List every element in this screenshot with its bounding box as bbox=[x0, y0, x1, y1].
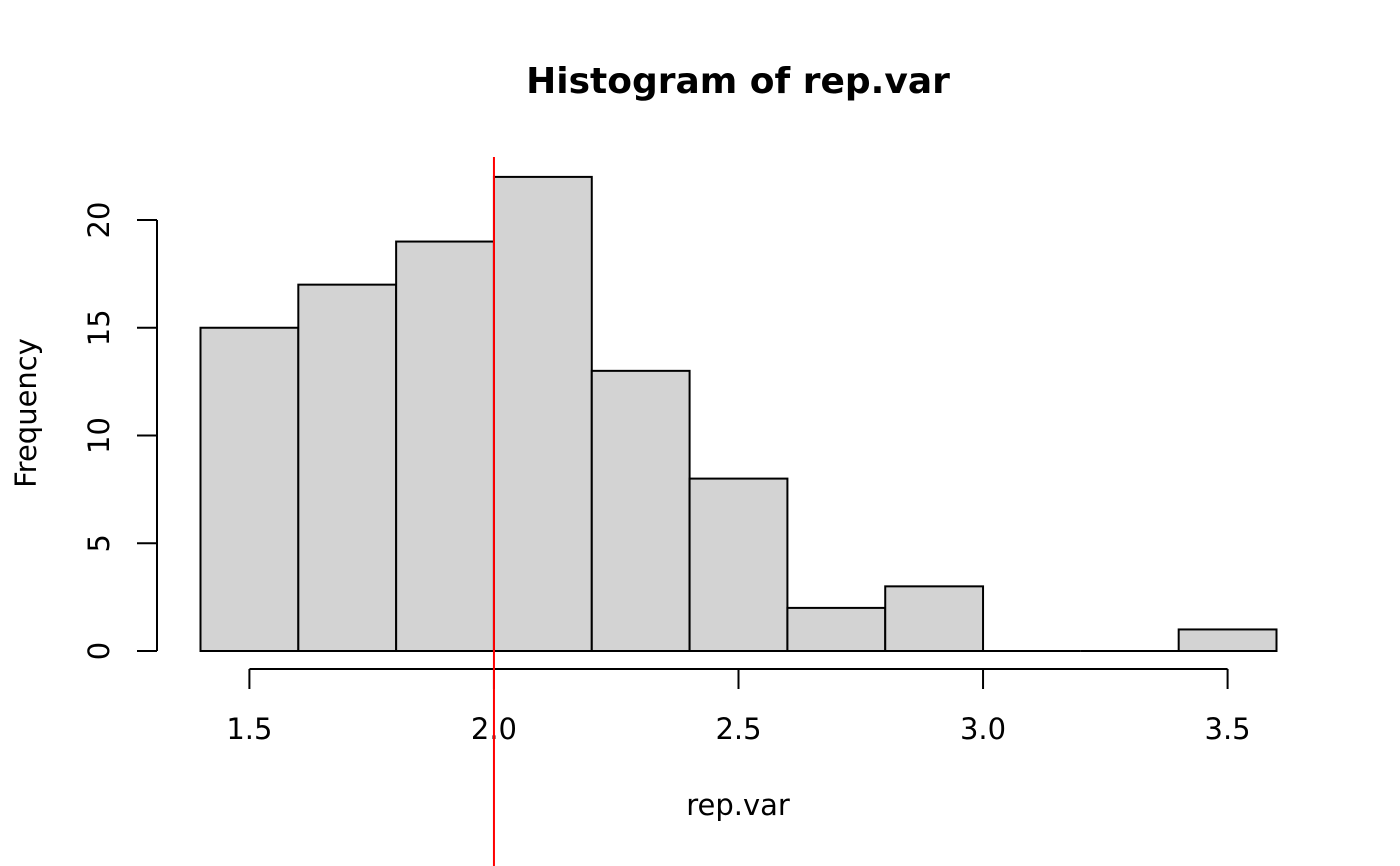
x-tick-label-4: 3.5 bbox=[1205, 712, 1251, 746]
x-axis-label: rep.var bbox=[686, 788, 790, 822]
histogram-bar-6 bbox=[786, 606, 887, 653]
chart-title: Histogram of rep.var bbox=[526, 61, 950, 102]
histogram-bar-10 bbox=[1177, 628, 1278, 653]
y-tick-label-4: 20 bbox=[82, 202, 116, 239]
x-tick-label-0: 1.5 bbox=[226, 712, 272, 746]
histogram-bar-1 bbox=[297, 283, 398, 652]
histogram-bar-0 bbox=[199, 326, 300, 652]
y-tick-label-0: 0 bbox=[82, 642, 116, 660]
y-axis-label: Frequency bbox=[9, 338, 43, 488]
y-axis: 0 5 10 15 20 bbox=[82, 202, 158, 660]
histogram-bar-2 bbox=[395, 240, 495, 653]
x-axis: 1.5 2.0 2.5 3.0 3.5 bbox=[226, 668, 1251, 746]
histogram-bar-3 bbox=[492, 175, 593, 652]
histogram-bars bbox=[199, 175, 1278, 653]
x-tick-label-2: 2.5 bbox=[715, 712, 761, 746]
histogram-bar-7 bbox=[884, 585, 985, 652]
x-tick-label-3: 3.0 bbox=[960, 712, 1006, 746]
y-tick-label-2: 10 bbox=[82, 417, 116, 454]
histogram-bar-5 bbox=[688, 477, 789, 652]
y-tick-label-3: 15 bbox=[82, 309, 116, 346]
y-tick-label-1: 5 bbox=[82, 534, 116, 552]
histogram-bar-4 bbox=[590, 369, 691, 652]
